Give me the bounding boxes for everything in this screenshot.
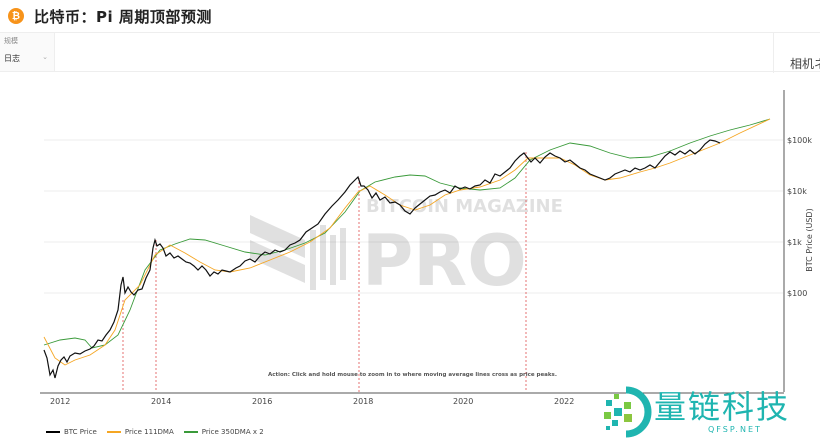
legend-swatch-icon (106, 431, 121, 433)
gridlines (44, 139, 783, 294)
page-header: ₿ 比特币：Pi 周期顶部预测 (0, 0, 820, 32)
page-title: 比特币：Pi 周期顶部预测 (34, 7, 212, 26)
xtick-2014: 2014 (151, 397, 171, 406)
series-350dma-x2 (43, 118, 771, 349)
chart-area[interactable]: BITCOIN MAGAZINE PRO $100k $10k $1k $100… (0, 72, 820, 428)
legend-label: Price 111DMA (124, 428, 174, 436)
series-111dma (43, 118, 771, 366)
xtick-2022: 2022 (554, 397, 574, 406)
action-hint: Action: Click and hold mouse to zoom in … (268, 372, 557, 378)
series-btc-price (43, 139, 721, 379)
legend-label: Price 350DMA x 2 (201, 428, 264, 436)
scale-dropdown[interactable]: 日志 ⌄ (4, 53, 52, 64)
bitcoin-icon: ₿ (8, 8, 24, 24)
scale-value: 日志 (4, 54, 20, 63)
camera-button[interactable]: 相机ネ (790, 57, 820, 71)
legend-item-350dma[interactable]: Price 350DMA x 2 (183, 428, 264, 436)
xtick-2012: 2012 (50, 397, 70, 406)
xtick-2020: 2020 (453, 397, 473, 406)
legend-label: BTC Price (64, 428, 97, 436)
chart-legend: BTC Price Price 111DMA Price 350DMA x 2 (46, 428, 274, 436)
brand-logo-icon (604, 386, 652, 438)
svg-text:BITCOIN MAGAZINE: BITCOIN MAGAZINE (366, 196, 563, 217)
watermark: BITCOIN MAGAZINE PRO (250, 196, 563, 302)
ytick-1k: $1k (787, 238, 802, 247)
chart-controls: 规模 日志 ⌄ 相机ネ (0, 32, 820, 73)
svg-text:PRO: PRO (362, 220, 527, 302)
y-axis-label: BTC Price (USD) (805, 208, 814, 271)
brand-name: 量链科技 (654, 388, 791, 426)
legend-swatch-icon (183, 431, 198, 433)
xtick-2018: 2018 (353, 397, 373, 406)
divider (773, 33, 774, 73)
legend-item-111dma[interactable]: Price 111DMA (106, 428, 174, 436)
legend-swatch-icon (46, 431, 60, 433)
scale-label: 规模 (4, 37, 18, 45)
ytick-100k: $100k (787, 136, 812, 145)
ytick-100: $100 (787, 289, 807, 298)
brand-url: QFSP.NET (708, 425, 762, 434)
pi-cycle-markers (122, 152, 527, 392)
brand-watermark: 量链科技 QFSP.NET (600, 382, 820, 440)
legend-item-btc-price[interactable]: BTC Price (46, 428, 97, 436)
chevron-down-icon: ⌄ (42, 53, 48, 61)
xtick-2016: 2016 (252, 397, 272, 406)
scale-selector[interactable]: 规模 日志 ⌄ (0, 33, 55, 71)
ytick-10k: $10k (787, 187, 807, 196)
